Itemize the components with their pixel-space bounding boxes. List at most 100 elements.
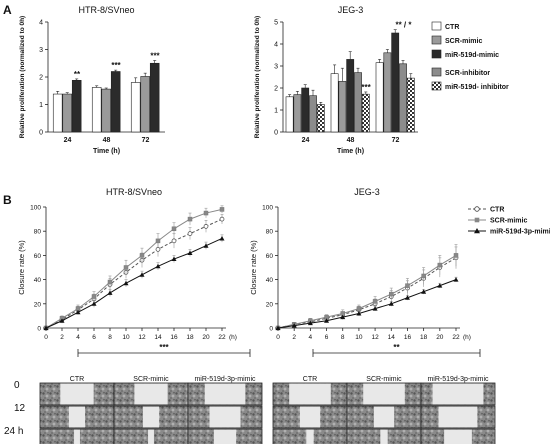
x-tick-label: 2 (292, 334, 296, 341)
condition-label: miR-519d-3p-mimic (194, 376, 256, 383)
data-point (139, 272, 145, 277)
legend-marker (474, 217, 480, 223)
series-line (277, 257, 457, 329)
y-tick-label: 5 (274, 20, 278, 27)
y-tick-label: 20 (34, 301, 42, 308)
bar (330, 73, 339, 133)
legend-label: SCR-mimic (490, 218, 527, 225)
data-point (421, 289, 427, 294)
x-axis-label: Time (h) (93, 148, 120, 155)
bar (140, 76, 150, 133)
data-point (388, 301, 394, 306)
y-axis-label: Relative proliferation (normalized to 0h… (19, 16, 26, 138)
wound-gap (380, 429, 388, 444)
y-axis-label: Relative proliferation (normalized to 0h… (254, 16, 261, 138)
data-point (139, 253, 145, 258)
legend-label: CTR (490, 207, 504, 214)
legend-label: miR-519d-3p-mimic (490, 229, 550, 236)
y-tick-label: 60 (34, 253, 42, 260)
wound-gap (373, 406, 395, 428)
x-tick-label: 20 (436, 334, 444, 341)
y-tick-label: 3 (39, 47, 43, 54)
x-tick-label: 16 (170, 334, 178, 341)
bar (391, 32, 400, 133)
bar (101, 88, 111, 133)
time-label: 0 (14, 380, 20, 391)
data-point (171, 256, 177, 262)
data-point (203, 210, 209, 216)
significance-marker: ** / * (395, 21, 412, 30)
series-line (45, 238, 223, 329)
legend-swatch (431, 21, 442, 31)
bar (375, 62, 384, 133)
data-point (155, 263, 161, 269)
data-point (389, 291, 394, 297)
bar (149, 62, 160, 133)
bar (301, 87, 310, 133)
x-axis-label: Time (h) (337, 148, 364, 155)
panel-label-a: A (3, 3, 12, 17)
wound-gap (60, 383, 94, 405)
x-tick-label: 4 (309, 334, 313, 341)
x-axis-unit: (h) (229, 334, 237, 341)
chart-title: HTR-8/SVneo (78, 5, 134, 15)
bar (110, 71, 121, 133)
bar (399, 63, 407, 133)
x-tick-label: 6 (92, 334, 96, 341)
data-point (437, 262, 443, 268)
bar-chart-htr8: HTR-8/SVneo 0 1 2 3 4 Relative proliferation (… (19, 5, 165, 155)
bar (91, 87, 102, 133)
x-tick-label: 14 (388, 334, 396, 341)
condition-label: SCR-mimic (133, 376, 169, 383)
series-line (277, 279, 457, 329)
y-tick-label: 0 (39, 130, 43, 137)
x-tick-label: 24 (302, 137, 310, 144)
data-point (405, 283, 410, 288)
panel-label-b: B (3, 193, 12, 207)
condition-label: miR-519d-3p-mimic (427, 376, 489, 383)
x-tick-label: 0 (276, 334, 280, 341)
bar (285, 96, 294, 133)
chart-title: JEG-3 (354, 187, 380, 197)
legend-bar-charts: CTR SCR-mimic miR-519d-mimic SCR-inhibitor m… (431, 21, 509, 91)
y-tick-label: 40 (266, 277, 274, 284)
y-tick-label: 1 (39, 102, 43, 109)
y-tick-label: 20 (266, 301, 274, 308)
data-point (59, 318, 65, 323)
data-point (404, 295, 410, 300)
data-point (291, 323, 297, 328)
data-point (187, 231, 193, 236)
x-tick-label: 18 (420, 334, 428, 341)
chart-title: JEG-3 (338, 5, 364, 15)
x-tick-label: 20 (202, 334, 210, 341)
legend-swatch (431, 81, 442, 91)
wound-gap (148, 429, 154, 444)
data-point (91, 294, 97, 299)
x-tick-label: 18 (186, 334, 194, 341)
data-point (123, 265, 129, 270)
legend-label: SCR-mimic (445, 38, 482, 45)
legend-label: miR-519d-mimic (445, 52, 499, 59)
y-tick-label: 100 (30, 205, 41, 212)
wound-gap (204, 383, 246, 405)
wound-gap (68, 406, 86, 428)
wound-gap (134, 383, 168, 405)
x-tick-label: 10 (355, 334, 363, 341)
y-tick-label: 60 (266, 253, 274, 260)
data-point (356, 310, 362, 316)
significance-marker: *** (159, 343, 169, 352)
data-point (203, 224, 209, 229)
wound-gap (142, 406, 160, 428)
x-tick-label: 48 (103, 137, 111, 144)
data-point (187, 216, 193, 222)
significance-marker: *** (150, 52, 160, 61)
y-tick-label: 4 (274, 42, 278, 49)
condition-label: CTR (70, 376, 84, 383)
significance-marker: ** (393, 343, 400, 352)
x-tick-label: 14 (154, 334, 162, 341)
wound-gap (432, 383, 484, 405)
data-point (171, 226, 177, 232)
data-point (187, 250, 193, 255)
wound-gap (213, 429, 237, 444)
y-tick-label: 40 (34, 277, 42, 284)
